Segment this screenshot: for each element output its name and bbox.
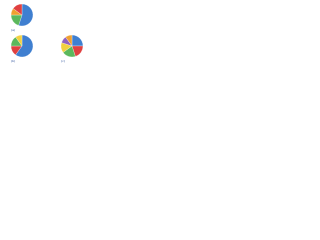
pie-slice <box>71 34 84 47</box>
page: {"chart_data": [ {"type": "pie", "captio… <box>0 0 100 71</box>
caption: (b) <box>11 59 15 63</box>
pie-slice <box>15 34 23 47</box>
pie-slice <box>12 3 23 16</box>
pie-slice <box>65 34 73 47</box>
caption: (c) <box>61 59 65 63</box>
caption: (a) <box>11 28 15 32</box>
pie-slice <box>15 34 34 58</box>
pie-slice <box>18 3 34 27</box>
figure: (a) (b) (c) <box>10 3 84 63</box>
